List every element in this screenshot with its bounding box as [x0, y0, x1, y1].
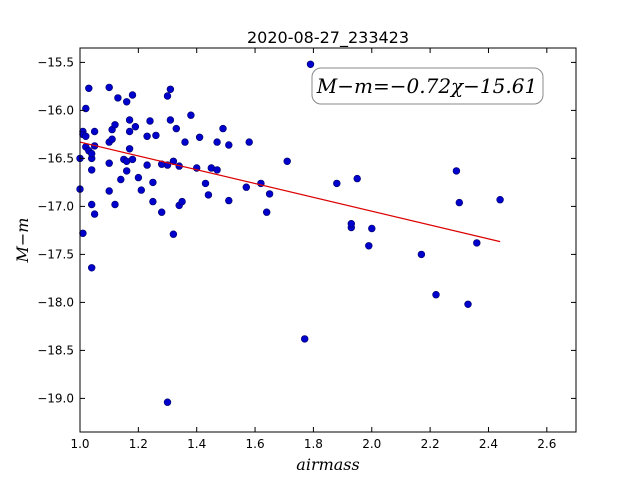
data-point	[82, 132, 90, 141]
data-point	[149, 178, 157, 187]
x-tick-label: 1.0	[70, 437, 89, 451]
chart-title: 2020-08-27_233423	[247, 28, 409, 48]
data-point	[125, 116, 134, 124]
data-point	[219, 124, 227, 133]
data-point	[85, 84, 93, 93]
y-tick-label: −16.5	[37, 151, 74, 165]
axis-ticks: 1.0 1.2 1.4 1.6 1.8 2.0 2.2 2.4 2.6 −15.5 −16.0 −16…	[37, 48, 576, 451]
data-point	[111, 200, 119, 209]
data-point	[87, 166, 96, 174]
y-tick-label: −17.5	[37, 247, 74, 261]
data-point	[122, 167, 131, 175]
data-point	[166, 85, 175, 94]
data-point	[87, 149, 96, 158]
data-point	[204, 191, 213, 199]
data-point	[152, 131, 160, 140]
data-point	[496, 196, 504, 204]
data-point	[158, 208, 166, 216]
data-point	[201, 179, 210, 188]
data-point	[128, 91, 137, 99]
data-point	[181, 138, 189, 146]
x-tick-label: 2.0	[362, 437, 381, 451]
data-point	[149, 197, 157, 206]
data-point	[365, 242, 373, 250]
y-axis-label: M−m	[13, 218, 32, 264]
data-point	[306, 60, 315, 69]
data-point	[265, 190, 274, 198]
data-point	[187, 111, 195, 119]
y-tick-label: −19.0	[37, 391, 74, 405]
data-point	[432, 291, 440, 299]
data-point	[283, 157, 291, 166]
x-tick-label: 2.4	[479, 437, 498, 451]
data-point	[225, 141, 233, 149]
data-point	[263, 208, 271, 216]
data-point	[333, 179, 341, 188]
data-point	[178, 197, 186, 206]
data-point	[111, 121, 119, 129]
data-point	[452, 167, 461, 175]
data-point	[90, 210, 99, 218]
data-point	[117, 175, 125, 184]
x-tick-label: 2.6	[537, 437, 556, 451]
data-point	[137, 186, 146, 194]
data-point	[213, 138, 221, 146]
data-point	[417, 250, 426, 259]
annotation-box	[311, 67, 544, 105]
data-point	[301, 335, 309, 343]
data-point	[347, 220, 355, 228]
data-point	[114, 94, 122, 102]
x-tick-label: 1.2	[129, 437, 148, 451]
data-point	[125, 127, 134, 136]
data-point	[353, 174, 361, 183]
data-point	[105, 159, 113, 167]
data-point	[79, 229, 87, 238]
data-point	[146, 117, 154, 125]
data-point	[108, 135, 116, 143]
data-point	[163, 398, 172, 406]
data-point	[87, 200, 96, 209]
data-point	[105, 83, 113, 92]
data-point	[90, 127, 99, 136]
data-points	[76, 60, 504, 406]
data-point	[195, 133, 204, 142]
x-tick-label: 1.8	[304, 437, 323, 451]
data-point	[245, 138, 253, 146]
data-point	[455, 198, 463, 207]
data-point	[122, 98, 131, 106]
data-point	[163, 92, 172, 100]
data-point	[143, 161, 151, 169]
data-point	[225, 196, 233, 205]
y-tick-label: −18.5	[37, 343, 74, 357]
annotation-text: M−m=−0.72χ−15.61	[316, 74, 537, 98]
data-point	[368, 224, 376, 233]
x-tick-label: 2.2	[421, 437, 440, 451]
y-tick-label: −17.0	[37, 199, 74, 213]
data-point	[473, 239, 481, 247]
x-tick-label: 1.6	[246, 437, 265, 451]
data-point	[131, 122, 140, 131]
x-axis-label: airmass	[296, 455, 359, 474]
data-point	[134, 173, 143, 182]
x-tick-label: 1.4	[187, 437, 206, 451]
fit-line-layer	[79, 141, 501, 243]
data-point	[105, 187, 113, 195]
y-tick-label: −16.0	[37, 103, 74, 117]
data-point	[166, 116, 175, 124]
data-point	[213, 166, 221, 174]
data-point	[242, 183, 251, 191]
fit-line	[79, 141, 501, 243]
data-point	[464, 300, 472, 308]
plot-frame	[79, 47, 577, 433]
data-point	[128, 155, 137, 164]
data-point	[172, 124, 181, 133]
y-tick-label: −15.5	[37, 55, 74, 69]
equation-annotation: M−m=−0.72χ−15.61	[311, 67, 544, 105]
data-point	[125, 145, 134, 153]
y-tick-label: −18.0	[37, 295, 74, 309]
data-point	[87, 264, 96, 272]
data-point	[143, 132, 151, 141]
data-point	[169, 230, 178, 238]
